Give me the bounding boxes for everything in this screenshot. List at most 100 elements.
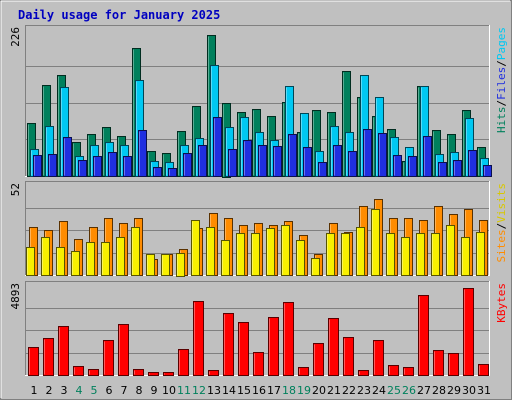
sites-bar [386,233,395,276]
pages-bar [198,145,207,177]
day-label: 7 [121,384,128,397]
chart-title: Daily usage for January 2025 [18,8,220,22]
kbytes-bar [28,347,39,376]
kbytes-bar [178,349,189,376]
sites-bar [311,258,320,276]
sites-bar [191,220,200,276]
sites-bar [161,254,170,276]
kbytes-bar [343,337,354,376]
sites-bar [416,233,425,276]
day-label: 5 [91,384,98,397]
pages-bar [138,130,147,177]
pages-bar [123,156,132,177]
pages-bar [453,160,462,177]
day-label: 9 [151,384,158,397]
sites-bar [206,227,215,276]
legend-files: Files [495,67,508,100]
pages-bar [33,155,42,177]
kbytes-bar [223,313,234,376]
sites-bar [251,233,260,276]
day-label: 1 [31,384,38,397]
day-label: 17 [267,384,281,397]
kbytes-bar [193,301,204,376]
day-label: 13 [207,384,221,397]
sites-bar [176,253,185,277]
day-label: 4 [76,384,83,397]
pages-bar [78,160,87,177]
day-label: 15 [237,384,251,397]
kbytes-bar [403,367,414,376]
sites-bar [116,237,125,276]
sites-bar [131,227,140,276]
pages-bar [183,153,192,177]
sites-bar [86,242,95,276]
pages-bar [423,136,432,177]
kbytes-max-label: 4893 [9,283,22,310]
pages-bar [273,146,282,177]
day-label: 18 [282,384,296,397]
kbytes-bar [58,326,69,376]
sites-visits-panel [25,181,490,277]
kbytes-bar [388,365,399,376]
pages-bar [378,133,387,177]
day-label: 8 [136,384,143,397]
legend-separator: / [495,60,508,67]
legend-visits: Visits [495,183,508,223]
day-label: 25 [387,384,401,397]
day-label: 10 [162,384,176,397]
kbytes-bar [238,322,249,376]
day-label: 23 [357,384,371,397]
sites-bar [71,251,80,276]
legend-sites: Sites [495,229,508,262]
kbytes-bar [433,350,444,376]
kbytes-bar [448,353,459,376]
kbytes-bar [148,372,159,376]
pages-bar [93,156,102,177]
pages-bar [363,129,372,177]
day-label: 21 [327,384,341,397]
sites-visits-legend: Sites/Visits [495,183,508,263]
sites-bar [371,209,380,276]
pages-bar [48,154,57,177]
day-label: 27 [417,384,431,397]
kbytes-bar [43,338,54,376]
hits-max-label: 226 [9,27,22,47]
kbytes-bar [373,340,384,376]
pages-bar [303,147,312,177]
kbytes-bar [103,340,114,376]
sites-bar [146,254,155,276]
sites-bar [281,225,290,276]
sites-bar [446,225,455,276]
kbytes-bar [118,324,129,376]
kbytes-bar [358,370,369,376]
sites-bar [341,233,350,276]
kbytes-bar [73,366,84,376]
pages-bar [438,162,447,177]
kbytes-bar [418,295,429,376]
kbytes-bar [313,343,324,376]
legend-separator: / [495,100,508,107]
kbytes-bar [328,318,339,376]
sites-bar [401,237,410,276]
sites-bar [356,227,365,276]
day-label: 12 [192,384,206,397]
day-label: 3 [61,384,68,397]
sites-bar [236,233,245,276]
pages-bar [288,134,297,177]
legend-pages: Pages [495,27,508,60]
pages-bar [318,162,327,177]
kbytes-legend: KBytes [495,283,508,323]
kbytes-bar [478,364,489,376]
kbytes-bar [463,288,474,376]
day-label: 6 [106,384,113,397]
pages-bar [63,137,72,177]
sites-bar [26,247,35,276]
kbytes-bar [283,302,294,376]
day-label: 28 [432,384,446,397]
pages-bar [243,140,252,177]
day-label: 16 [252,384,266,397]
sites-bar [296,240,305,276]
sites-bar [101,242,110,276]
sites-bar [41,237,50,276]
